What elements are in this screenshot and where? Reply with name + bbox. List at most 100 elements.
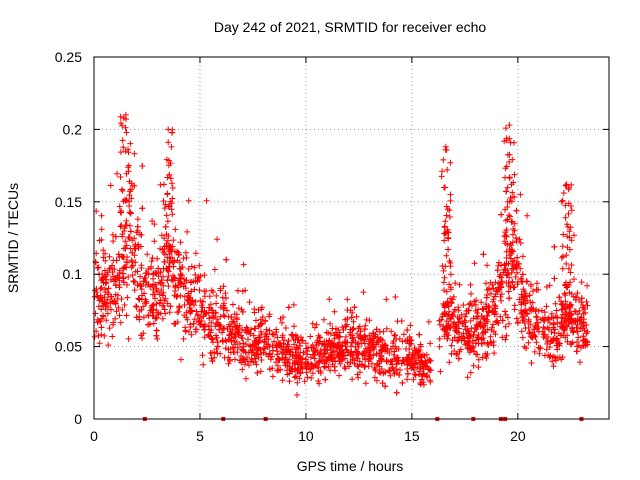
data-point xyxy=(559,243,566,250)
data-point xyxy=(545,326,552,333)
data-point xyxy=(107,277,114,283)
data-point xyxy=(161,306,168,313)
data-point xyxy=(250,349,257,356)
data-point xyxy=(182,324,189,331)
data-point xyxy=(119,306,126,313)
data-point xyxy=(157,297,164,304)
data-point xyxy=(523,278,530,285)
data-point xyxy=(96,297,103,304)
data-point xyxy=(394,358,401,364)
data-point xyxy=(584,282,591,289)
data-point xyxy=(411,371,418,378)
data-point xyxy=(522,325,529,332)
data-point xyxy=(327,330,334,337)
data-point xyxy=(493,287,500,294)
data-point xyxy=(291,341,298,348)
data-point xyxy=(152,295,158,302)
data-point xyxy=(367,336,374,343)
data-point xyxy=(362,380,369,387)
data-point xyxy=(243,375,249,382)
data-point xyxy=(246,362,252,369)
data-point xyxy=(502,125,509,132)
data-point xyxy=(185,265,192,272)
data-point xyxy=(400,331,407,338)
data-point xyxy=(127,228,134,235)
data-point xyxy=(443,229,449,236)
data-point xyxy=(551,243,558,250)
data-point xyxy=(494,288,501,295)
data-point xyxy=(407,322,414,329)
data-point xyxy=(167,255,174,262)
x-tick-label: 15 xyxy=(404,428,420,444)
data-point xyxy=(348,314,355,321)
data-point xyxy=(150,275,157,282)
data-point xyxy=(208,335,215,342)
data-point xyxy=(370,352,377,359)
data-point xyxy=(229,318,236,325)
data-point xyxy=(91,333,98,340)
data-point xyxy=(238,335,245,341)
data-point xyxy=(354,355,361,362)
data-point xyxy=(303,345,310,352)
data-point xyxy=(373,351,380,358)
data-point xyxy=(105,291,112,298)
data-point xyxy=(134,216,141,223)
data-point xyxy=(489,324,495,331)
data-point xyxy=(528,360,535,366)
data-point xyxy=(230,301,236,308)
data-point xyxy=(506,159,513,165)
data-point xyxy=(147,283,154,290)
data-point xyxy=(164,218,171,225)
data-point xyxy=(390,340,396,347)
data-point xyxy=(128,195,135,202)
data-point xyxy=(289,353,296,360)
data-point xyxy=(563,181,570,188)
data-point xyxy=(505,288,512,295)
data-point xyxy=(163,156,170,163)
data-point xyxy=(534,314,541,321)
data-point xyxy=(296,359,303,366)
data-point xyxy=(275,341,282,348)
data-point xyxy=(487,333,494,340)
data-point xyxy=(395,345,402,352)
data-point xyxy=(522,307,529,314)
data-point xyxy=(223,256,230,263)
data-point xyxy=(258,330,265,337)
data-point xyxy=(321,363,328,370)
data-point xyxy=(568,237,575,244)
data-point xyxy=(290,301,297,308)
data-point xyxy=(99,276,106,283)
data-point xyxy=(180,335,187,342)
data-point xyxy=(497,293,504,300)
data-point xyxy=(286,370,293,377)
data-point xyxy=(443,252,450,259)
data-point xyxy=(132,243,139,250)
data-point xyxy=(221,313,228,320)
data-point xyxy=(376,328,383,335)
data-point xyxy=(369,360,375,367)
data-point xyxy=(135,241,142,248)
data-point xyxy=(504,184,511,191)
data-point xyxy=(162,223,169,230)
data-point xyxy=(502,308,508,315)
data-point xyxy=(133,229,140,236)
data-point xyxy=(475,340,482,347)
data-point xyxy=(343,333,349,340)
data-point xyxy=(496,280,503,287)
data-point xyxy=(509,156,516,163)
data-point xyxy=(247,358,254,365)
data-point xyxy=(125,335,132,342)
data-point xyxy=(487,279,494,286)
data-point xyxy=(261,336,268,343)
data-point xyxy=(140,314,147,321)
data-point xyxy=(502,323,509,330)
data-point xyxy=(451,309,458,315)
data-point xyxy=(447,197,454,204)
data-point xyxy=(537,345,544,352)
data-point xyxy=(554,314,561,321)
data-point xyxy=(417,341,424,348)
data-point xyxy=(501,261,508,268)
data-point xyxy=(574,290,581,297)
data-point xyxy=(391,370,398,377)
data-point xyxy=(198,302,205,309)
